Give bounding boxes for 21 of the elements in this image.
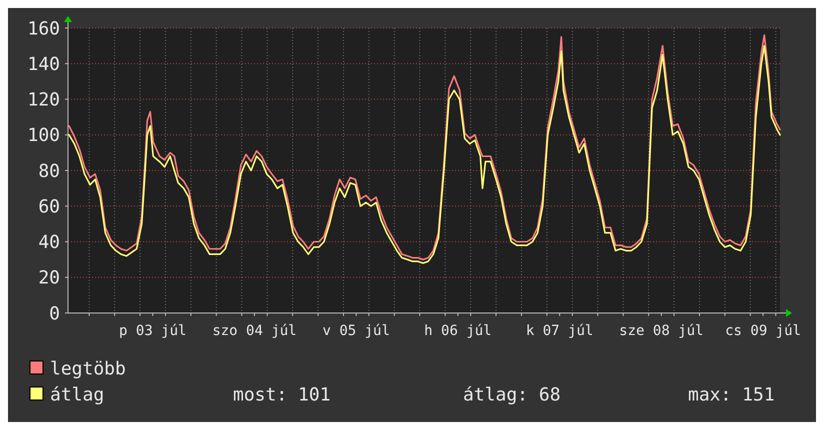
text: most: 101 (233, 384, 331, 406)
x-tick-label: cs 09 júl (725, 323, 801, 339)
text: max: 151 (688, 384, 775, 406)
x-tick-label: h 06 júl (424, 323, 492, 339)
y-tick-label: 20 (38, 268, 60, 289)
y-tick-label: 140 (27, 54, 60, 75)
x-tick-label: p 03 júl (119, 323, 186, 339)
y-tick-label: 0 (49, 303, 60, 324)
x-tick-label: szo 04 júl (212, 323, 297, 339)
text: átlag: 68 (463, 384, 561, 406)
y-tick-label: 40 (38, 232, 60, 254)
x-tick-label: sze 08 júl (619, 323, 704, 339)
x-tick-label: v 05 júl (322, 323, 390, 339)
x-tick-label: k 07 júl (526, 323, 594, 339)
legend-label: legtöbb (50, 358, 126, 380)
y-tick-label: 60 (38, 196, 60, 218)
y-tick-label: 120 (27, 90, 60, 111)
y-tick-label: 80 (38, 160, 60, 182)
y-tick-label: 100 (27, 125, 60, 146)
y-tick-label: 160 (27, 18, 60, 40)
legend-label: átlag (50, 384, 104, 406)
